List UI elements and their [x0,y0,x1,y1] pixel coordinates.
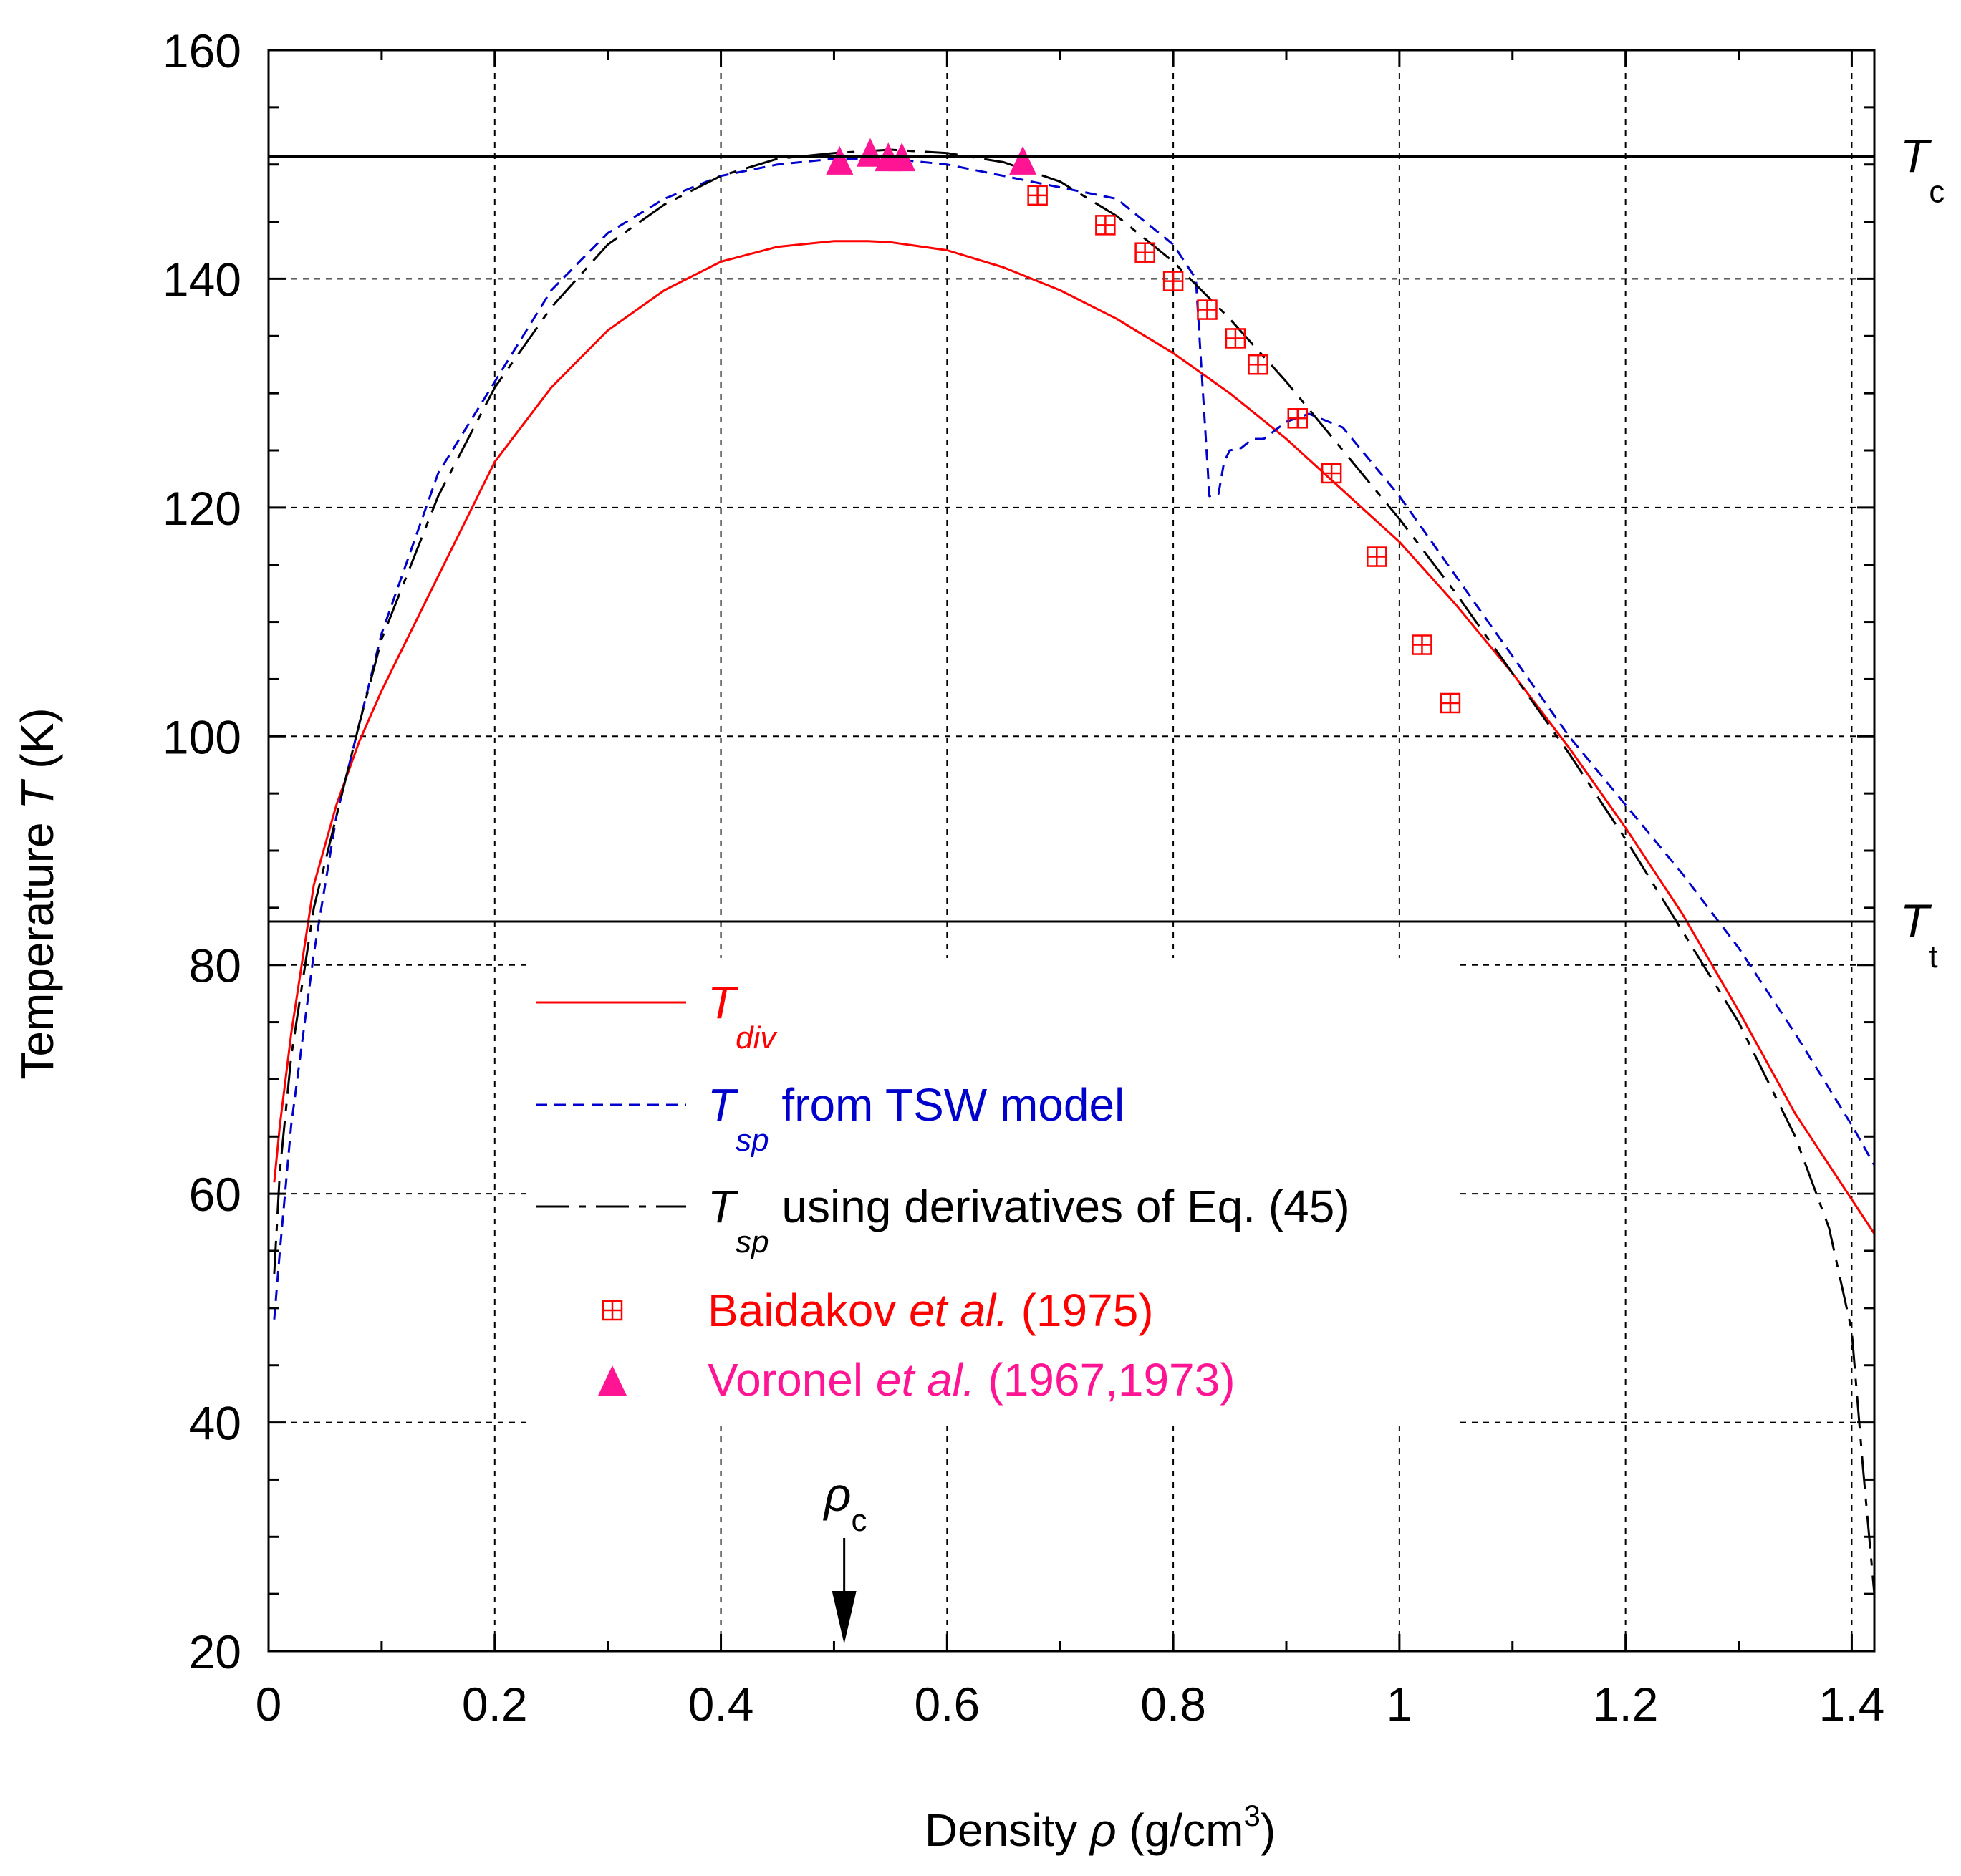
ticks [267,49,1874,1653]
legend-subscript: sp [736,1224,768,1259]
reference-symbol: T [1900,894,1932,947]
voronel-point [856,137,884,167]
baidakov-point [1287,408,1309,429]
annotations: ρc [823,1468,867,1644]
reference-symbol: T [1900,130,1932,183]
y-tick-label: 80 [189,939,241,992]
baidakov-point [1412,634,1432,655]
x-tick-label: 1 [1387,1678,1413,1731]
legend-subscript: div [736,1020,778,1055]
y-tick-label: 60 [189,1168,241,1221]
reference-subscript: t [1929,939,1937,975]
y-tick-label: 140 [163,253,241,306]
x-axis-label-pre: Density [925,1804,1090,1856]
legend-label-0: Tdiv [708,977,778,1055]
legend-subscript: sp [736,1123,768,1158]
x-axis-label-post: (g/cm [1117,1804,1244,1856]
legend-symbol: T [708,977,738,1028]
reference-subscript: c [1929,175,1945,210]
x-axis-label: Density ρ (g/cm3) [925,1799,1276,1856]
y-axis-label-post: (K) [11,707,63,781]
x-tick-label: 0.8 [1140,1678,1206,1731]
baidakov-point [1440,692,1461,714]
legend-text-italic: et al. [876,1354,975,1406]
baidakov-point [1027,185,1048,206]
x-axis-label-symbol: ρ [1089,1804,1117,1856]
rho-c-label: ρc [823,1468,867,1538]
rho-c-subscript: c [851,1503,867,1538]
voronel-point [1009,145,1037,175]
series-line-0 [273,240,1876,1234]
legend-label-2: Tsp using derivatives of Eq. (45) [708,1181,1350,1259]
y-tick-label: 20 [189,1625,241,1678]
legend-label-4: Voronel et al. (1967,1973) [708,1354,1235,1406]
y-tick-label: 160 [163,24,241,77]
x-tick-label: 0.2 [462,1678,528,1731]
legend-marker-3 [602,1300,623,1321]
y-axis-label: Temperature T (K) [11,707,63,1079]
reference-line-label: Tt [1900,894,1938,975]
baidakov-point [1134,242,1155,263]
legend-text: Voronel [708,1354,876,1406]
x-tick-label: 1.2 [1593,1678,1659,1731]
legend-text: from TSW model [769,1079,1125,1131]
legend-label-3: Baidakov et al. (1975) [708,1285,1154,1336]
baidakov-point [1225,328,1246,349]
baidakov-point [1197,299,1218,320]
tick-labels: 0 0.2 0.4 0.6 0.8 1 1.2 1.4 20 40 60 80 100 120 140 160 [163,24,1884,1731]
legend-text-italic: et al. [909,1285,1008,1336]
x-tick-label: 0 [256,1678,282,1731]
x-tick-label: 0.6 [914,1678,980,1731]
y-tick-label: 40 [189,1397,241,1450]
baidakov-point [1162,271,1184,291]
reference-line-label: Tc [1900,130,1945,210]
baidakov-point [1321,463,1342,484]
legend-symbol: T [708,1079,738,1131]
legend-label-1: Tsp from TSW model [708,1079,1124,1158]
y-axis-label-symbol: T [11,779,63,810]
x-tick-label: 1.4 [1819,1678,1885,1731]
y-tick-label: 120 [163,482,241,535]
legend-marker-4 [598,1365,627,1396]
legend-symbol: T [708,1181,738,1232]
y-tick-label: 100 [163,710,241,763]
baidakov-point [1248,354,1268,375]
x-axis-label-end: ) [1261,1804,1276,1856]
legend-text: Baidakov [708,1285,909,1336]
x-axis-label-sup: 3 [1243,1799,1260,1832]
baidakov-point [1095,215,1116,236]
baidakov-point [1367,546,1387,567]
rho-c-symbol: ρ [823,1468,852,1521]
legend-text-year: (1975) [1008,1285,1154,1336]
y-axis-label-pre: Temperature [11,810,63,1080]
series-line-1 [273,158,1876,1320]
legend-text-year: (1967,1973) [975,1354,1235,1406]
legend-background [529,958,1460,1426]
voronel-point [826,145,854,175]
x-tick-label: 0.4 [688,1678,754,1731]
rho-c-arrowhead [832,1591,857,1644]
legend-text: using derivatives of Eq. (45) [769,1181,1350,1232]
